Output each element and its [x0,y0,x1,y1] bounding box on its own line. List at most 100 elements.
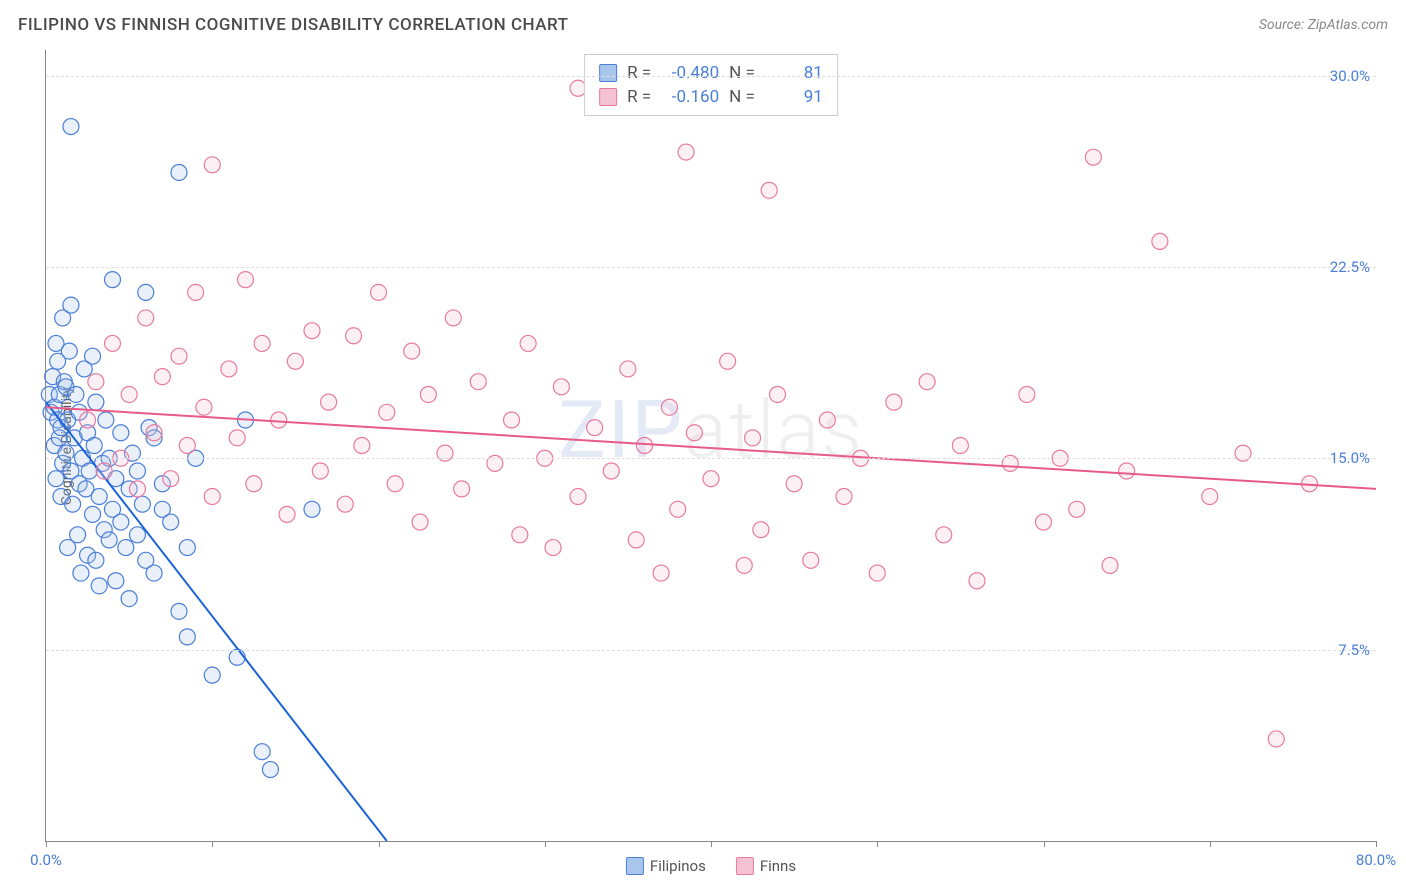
data-point [637,438,653,454]
data-point [786,476,802,492]
data-point [204,157,220,173]
data-point [819,412,835,428]
data-point [454,481,470,497]
data-point [512,527,528,543]
x-tick-label: 0.0% [30,851,62,869]
stats-n-value-0: 81 [765,63,823,83]
data-point [304,501,320,517]
gridline [46,267,1376,268]
data-point [65,496,81,512]
data-point [1202,489,1218,505]
data-point [545,540,561,556]
data-point [63,119,79,135]
data-point [1019,386,1035,402]
data-point [1119,463,1135,479]
data-point [118,540,134,556]
data-point [238,272,254,288]
data-point [803,552,819,568]
data-point [204,667,220,683]
data-point [603,463,619,479]
data-point [1085,149,1101,165]
stats-row-finns: R = -0.160 N = 91 [599,85,823,109]
data-point [138,310,154,326]
data-point [745,430,761,446]
data-point [761,182,777,198]
data-point [91,489,107,505]
legend-swatch-filipinos [626,857,644,875]
data-point [337,496,353,512]
bottom-legend: Filipinos Finns [626,857,796,875]
gridline [46,458,1376,459]
data-point [129,463,145,479]
data-point [587,420,603,436]
plot-area: ZIPatlas R = -0.480 N = 81 R = -0.160 N … [45,50,1376,842]
data-point [969,573,985,589]
swatch-finns [599,88,617,106]
stats-n-label: N = [729,87,755,107]
data-point [163,471,179,487]
data-point [121,591,137,607]
data-point [520,335,536,351]
data-point [134,496,150,512]
chart-header: FILIPINO VS FINNISH COGNITIVE DISABILITY… [0,0,1406,50]
stats-row-filipinos: R = -0.480 N = 81 [599,61,823,85]
data-point [113,514,129,530]
data-point [653,565,669,581]
data-point [221,361,237,377]
data-point [620,361,636,377]
data-point [720,353,736,369]
data-point [470,374,486,390]
data-point [371,284,387,300]
data-point [387,476,403,492]
x-tick [877,841,878,847]
data-point [146,425,162,441]
data-point [1036,514,1052,530]
data-point [105,335,121,351]
data-point [154,369,170,385]
data-point [346,328,362,344]
data-point [96,463,112,479]
chart-title: FILIPINO VS FINNISH COGNITIVE DISABILITY… [18,15,569,35]
data-point [88,552,104,568]
gridline [46,76,1376,77]
data-point [105,272,121,288]
data-point [504,412,520,428]
data-point [952,438,968,454]
legend-label-1: Finns [760,857,796,875]
data-point [703,471,719,487]
x-tick [379,841,380,847]
data-point [196,399,212,415]
x-tick [1210,841,1211,847]
x-tick-label: 80.0% [1356,851,1396,869]
data-point [404,343,420,359]
data-point [63,297,79,313]
data-point [88,394,104,410]
data-point [113,425,129,441]
stats-n-value-1: 91 [765,87,823,107]
data-point [770,386,786,402]
data-point [254,335,270,351]
data-point [85,348,101,364]
data-point [98,412,114,428]
data-point [129,481,145,497]
data-point [86,438,102,454]
x-tick [1376,841,1377,847]
legend-label-0: Filipinos [650,857,706,875]
data-point [312,463,328,479]
data-point [73,565,89,581]
data-point [121,386,137,402]
data-point [171,603,187,619]
stats-r-label: R = [627,63,651,83]
y-tick-label: 15.0% [1330,449,1376,467]
data-point [246,476,262,492]
data-point [80,412,96,428]
data-point [836,489,852,505]
y-tick-label: 30.0% [1330,67,1376,85]
data-point [553,379,569,395]
data-point [48,471,64,487]
data-point [179,629,195,645]
x-tick [711,841,712,847]
data-point [661,399,677,415]
data-point [101,532,117,548]
data-point [304,323,320,339]
